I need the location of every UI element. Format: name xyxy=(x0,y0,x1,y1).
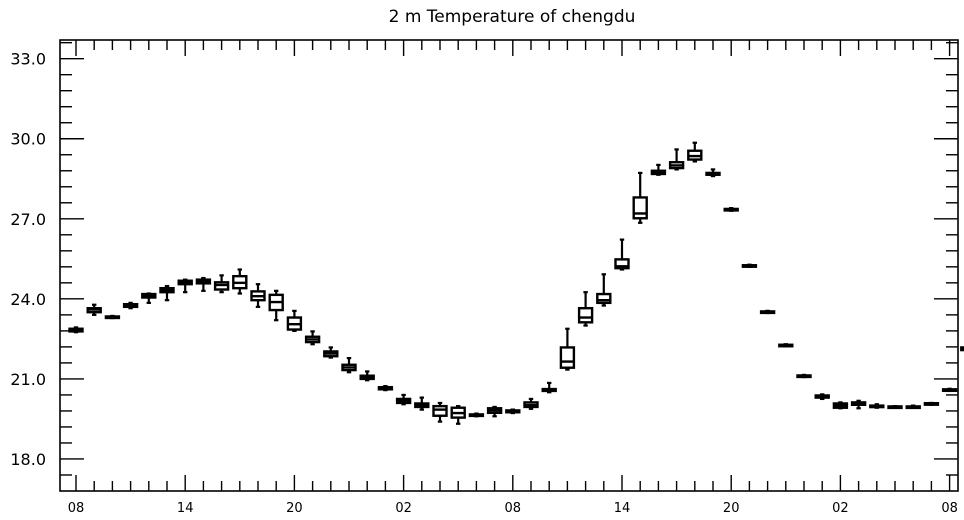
box-31 xyxy=(632,171,648,224)
box-12 xyxy=(286,309,303,332)
box-40 xyxy=(796,373,812,379)
box-49 xyxy=(960,346,964,352)
box-26 xyxy=(541,381,557,394)
box-22 xyxy=(468,412,485,418)
box-29 xyxy=(596,273,612,307)
y-tick-label: 27.0 xyxy=(10,210,46,229)
box-body xyxy=(432,404,448,417)
chart-title: 2 m Temperature of chengdu xyxy=(389,7,636,27)
x-tick-label: 14 xyxy=(177,501,194,516)
box-37 xyxy=(741,263,758,268)
box-18 xyxy=(395,393,412,406)
box-28 xyxy=(577,291,594,327)
box-7 xyxy=(195,276,212,292)
box-9 xyxy=(232,268,248,295)
box-32 xyxy=(650,163,667,176)
box-body xyxy=(577,306,594,324)
box-20 xyxy=(432,401,448,423)
box-38 xyxy=(759,309,776,315)
box-43 xyxy=(850,399,867,410)
box-0 xyxy=(68,326,84,334)
box-47 xyxy=(923,401,940,406)
box-35 xyxy=(705,168,721,178)
box-body xyxy=(614,258,630,270)
box-16 xyxy=(359,370,375,382)
box-5 xyxy=(159,284,175,302)
y-tick-label: 24.0 xyxy=(10,290,46,309)
box-15 xyxy=(341,357,357,374)
box-8 xyxy=(213,274,230,294)
box-body xyxy=(596,292,612,305)
box-6 xyxy=(177,278,193,294)
box-3 xyxy=(122,301,139,310)
box-17 xyxy=(377,385,394,392)
box-23 xyxy=(486,405,503,418)
box-24 xyxy=(505,408,521,415)
plot-axes xyxy=(59,39,959,492)
x-tick-label: 20 xyxy=(723,501,740,516)
box-41 xyxy=(814,393,830,401)
box-33 xyxy=(668,148,685,171)
box-45 xyxy=(887,405,903,410)
box-46 xyxy=(905,404,921,410)
x-tick-label: 02 xyxy=(395,501,412,516)
box-body xyxy=(559,346,576,369)
box-14 xyxy=(323,346,339,359)
y-tick-label: 30.0 xyxy=(10,130,46,149)
box-2 xyxy=(104,314,121,320)
box-25 xyxy=(523,397,539,410)
box-27 xyxy=(559,327,576,371)
box-42 xyxy=(832,401,849,410)
box-19 xyxy=(414,396,430,411)
box-30 xyxy=(614,238,630,271)
box-series xyxy=(68,141,964,425)
box-44 xyxy=(869,403,885,409)
box-body xyxy=(632,196,648,220)
y-tick-label: 18.0 xyxy=(10,450,46,469)
box-48 xyxy=(941,387,958,393)
y-axis-ticks: 18.0 21.0 24.0 27.0 30.0 33.0 xyxy=(10,41,958,476)
x-axis-ticks: 08 14 20 02 08 14 20 02 08 xyxy=(68,40,958,516)
box-11 xyxy=(268,289,284,322)
box-13 xyxy=(304,330,321,346)
x-tick-label: 14 xyxy=(614,501,631,516)
box-36 xyxy=(723,207,739,212)
x-tick-label: 20 xyxy=(286,501,303,516)
plot-frame xyxy=(59,39,959,492)
x-tick-label: 08 xyxy=(941,501,958,516)
box-21 xyxy=(450,405,466,425)
box-34 xyxy=(687,141,703,163)
box-39 xyxy=(778,343,794,348)
x-tick-label: 02 xyxy=(832,501,849,516)
box-10 xyxy=(250,283,266,308)
box-4 xyxy=(141,292,157,304)
x-tick-label: 08 xyxy=(68,501,85,516)
box-1 xyxy=(86,303,102,316)
x-tick-label: 08 xyxy=(505,501,522,516)
y-tick-label: 21.0 xyxy=(10,370,46,389)
y-tick-label: 33.0 xyxy=(10,50,46,69)
